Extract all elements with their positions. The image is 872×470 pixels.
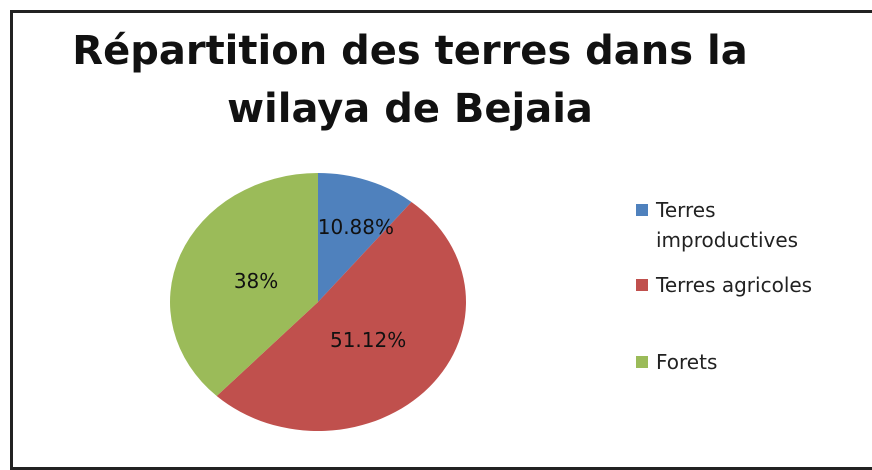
data-label: 51.12% bbox=[329, 328, 407, 353]
page: {"chart_data": {"type": "pie", "title": … bbox=[10, 10, 872, 470]
pie-slice bbox=[216, 201, 466, 431]
legend-item: Forets bbox=[636, 347, 836, 377]
legend-swatch bbox=[636, 356, 648, 368]
pie-chart bbox=[170, 173, 466, 431]
legend-label: Terres improductives bbox=[656, 198, 799, 252]
pie-slice bbox=[318, 173, 412, 302]
legend-item: Terres improductives bbox=[636, 195, 836, 255]
legend-label: Forets bbox=[656, 350, 718, 374]
data-label: 38% bbox=[233, 268, 279, 293]
data-label: 10.88% bbox=[317, 214, 395, 239]
legend-swatch bbox=[636, 204, 648, 216]
chart-title: Répartition des terres dans la wilaya de… bbox=[72, 28, 748, 132]
legend-swatch bbox=[636, 279, 648, 291]
pie-slice bbox=[170, 173, 318, 397]
legend-label: Terres agricoles bbox=[656, 273, 813, 297]
legend-item: Terres agricoles bbox=[636, 270, 836, 300]
